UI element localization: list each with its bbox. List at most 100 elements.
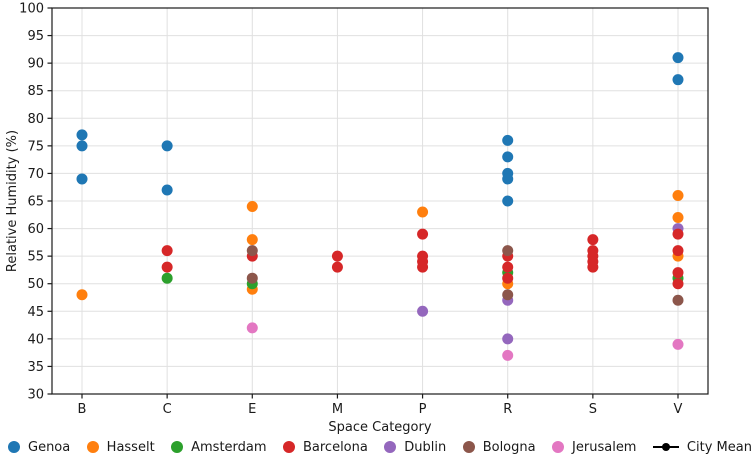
grid-lines (52, 7, 708, 395)
point-jerusalem-V (672, 338, 684, 350)
data-points (76, 52, 684, 361)
x-tick-label: E (248, 402, 256, 417)
plot-border (51, 7, 709, 395)
legend-label: Dublin (404, 439, 447, 455)
y-tick-label: 85 (27, 84, 44, 99)
point-barcelona-R (502, 261, 514, 273)
point-genoa-R (502, 173, 514, 185)
legend-item-barcelona: Barcelona (282, 439, 368, 455)
y-tick-label: 75 (27, 139, 44, 154)
point-barcelona-M (331, 261, 343, 273)
point-jerusalem-E (246, 322, 258, 334)
point-genoa-V (672, 74, 684, 86)
point-barcelona-V (672, 228, 684, 240)
dot-marker-icon (462, 441, 475, 453)
point-barcelona-R (502, 272, 514, 284)
point-hasselt-E (246, 234, 258, 246)
point-barcelona-P (417, 228, 429, 240)
point-barcelona-S (587, 261, 599, 273)
legend-line-dot (661, 443, 670, 451)
x-tick-label: V (674, 402, 683, 417)
point-hasselt-P (417, 206, 429, 218)
tick-labels: 30 35 40 45 50 55 60 65 70 75 80 85 90 95 100 B C E M P R S V (19, 2, 682, 418)
legend-label: Bologna (482, 439, 536, 455)
legend-item-genoa: Genoa (8, 440, 70, 455)
y-tick-label: 30 (27, 388, 44, 403)
y-tick-label: 45 (27, 305, 44, 320)
point-barcelona-S (587, 234, 599, 246)
point-dublin-P (417, 305, 429, 317)
point-bologna-R (502, 245, 514, 257)
legend-label: City Mean (686, 439, 752, 455)
point-genoa-V (672, 52, 684, 64)
y-tick-label: 65 (27, 195, 44, 210)
y-tick-label: 90 (27, 57, 44, 72)
x-axis-label: Space Category (328, 420, 431, 435)
legend-label: Amsterdam (191, 439, 267, 455)
y-tick-label: 95 (27, 29, 44, 44)
point-genoa-C (161, 140, 173, 152)
x-tick-label: S (589, 402, 597, 417)
point-bologna-E (246, 245, 258, 257)
line-dot-marker-icon (652, 443, 679, 451)
point-barcelona-V (672, 245, 684, 257)
point-bologna-R (502, 289, 514, 301)
point-genoa-B (76, 129, 88, 141)
point-barcelona-M (331, 250, 343, 262)
point-hasselt-E (246, 201, 258, 213)
point-barcelona-V (672, 267, 684, 279)
dot-marker-icon (86, 441, 99, 453)
point-genoa-C (161, 184, 173, 196)
legend-label: Genoa (28, 439, 71, 455)
legend-item-dublin: Dublin (384, 440, 446, 455)
y-tick-label: 70 (27, 167, 44, 182)
x-tick-label: P (419, 402, 427, 417)
dot-marker-icon (8, 441, 20, 453)
point-barcelona-P (417, 261, 429, 273)
point-hasselt-V (672, 212, 684, 224)
point-genoa-B (76, 140, 88, 152)
x-tick-label: R (503, 402, 512, 417)
point-genoa-B (76, 173, 88, 185)
legend-item-hasselt: Hasselt (86, 439, 155, 455)
point-hasselt-V (672, 189, 684, 201)
legend-item-bologna: Bologna (462, 439, 536, 455)
point-hasselt-B (76, 289, 88, 301)
dot-marker-icon (384, 441, 397, 453)
y-axis-label: Relative Humidity (%) (5, 130, 20, 272)
legend-item-jerusalem: Jerusalem (552, 440, 636, 455)
point-jerusalem-R (502, 349, 514, 361)
legend-label: Barcelona (302, 439, 368, 455)
legend-item-amsterdam: Amsterdam (171, 439, 267, 455)
point-barcelona-V (672, 278, 684, 290)
y-tick-label: 100 (19, 2, 44, 17)
legend-item-city-mean: City Mean (652, 439, 752, 455)
y-tick-label: 80 (27, 112, 44, 127)
x-tick-label: M (332, 402, 343, 417)
y-tick-label: 55 (27, 250, 44, 265)
point-bologna-E (246, 272, 258, 284)
x-tick-label: C (163, 402, 172, 417)
chart-legend: Genoa Hasselt Amsterdam Barcelona Dublin Bolo… (8, 435, 752, 459)
point-genoa-R (502, 134, 514, 146)
point-amsterdam-C (161, 272, 173, 284)
point-genoa-R (502, 195, 514, 207)
legend-label: Hasselt (106, 439, 155, 455)
y-tick-label: 60 (27, 222, 44, 237)
point-barcelona-C (161, 245, 173, 257)
point-dublin-R (502, 333, 514, 345)
point-genoa-R (502, 151, 514, 163)
y-tick-label: 35 (27, 360, 44, 375)
axis-ticks (47, 7, 679, 399)
dot-marker-icon (552, 441, 565, 453)
point-bologna-V (672, 294, 684, 306)
y-tick-label: 40 (27, 332, 44, 347)
dot-marker-icon (282, 441, 295, 453)
dot-marker-icon (171, 441, 184, 453)
x-tick-label: B (78, 402, 87, 417)
point-barcelona-C (161, 261, 173, 273)
legend-label: Jerusalem (572, 439, 637, 455)
y-tick-label: 50 (27, 277, 44, 292)
